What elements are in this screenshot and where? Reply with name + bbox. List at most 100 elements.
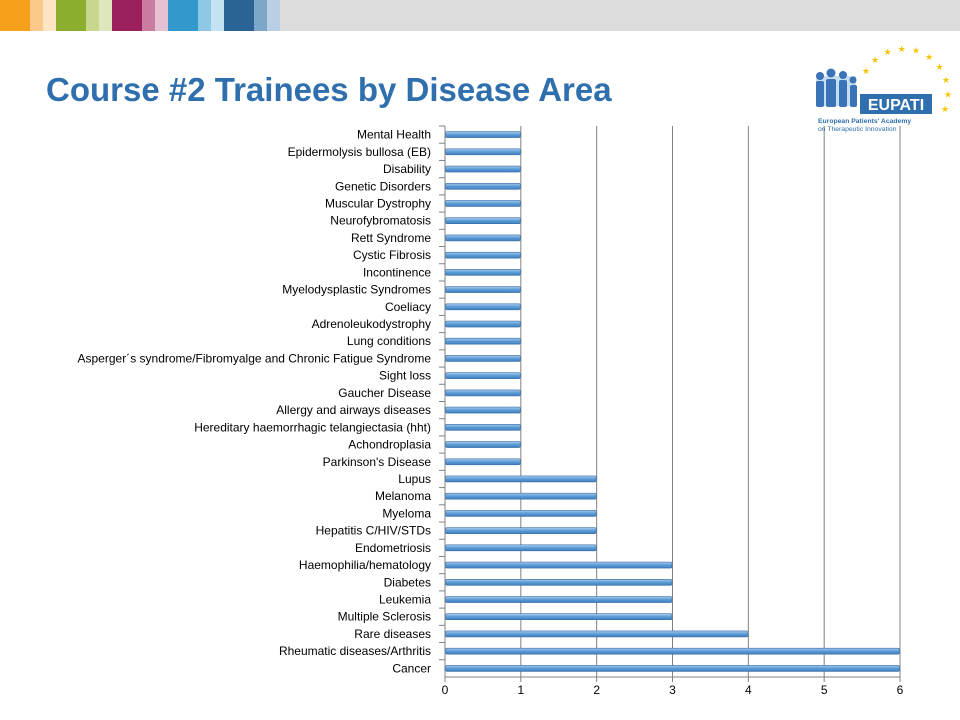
x-tick-label: 0 xyxy=(442,683,449,697)
category-label: Haemophilia/hematology xyxy=(299,558,431,572)
category-label: Melanoma xyxy=(375,489,431,503)
bar xyxy=(445,182,521,190)
strip-block xyxy=(0,0,30,31)
star-icon: ★ xyxy=(862,67,870,77)
category-label: Endometriosis xyxy=(355,541,431,555)
category-label: Achondroplasia xyxy=(348,438,431,452)
strip-block xyxy=(99,0,112,31)
category-label: Rett Syndrome xyxy=(351,231,431,245)
strip-block xyxy=(280,0,960,31)
star-icon: ★ xyxy=(941,105,949,115)
logo-wordmark: EUPATI xyxy=(868,97,924,114)
star-icon: ★ xyxy=(912,47,920,57)
bar xyxy=(445,200,521,207)
bar xyxy=(445,424,521,431)
bar xyxy=(445,269,521,276)
strip-block xyxy=(142,0,155,31)
category-label: Cancer xyxy=(392,661,431,675)
bar xyxy=(445,217,521,225)
x-tick-label: 3 xyxy=(669,683,676,697)
chart-tick-labels: 0 1 2 3 4 5 6 xyxy=(442,683,904,697)
logo-tagline-line2: on Therapeutic Innovation xyxy=(818,126,897,133)
category-label: Asperger´s syndrome/Fibromyalge and Chro… xyxy=(78,351,432,365)
bar xyxy=(445,406,521,414)
bar xyxy=(445,613,673,621)
category-label: Incontinence xyxy=(363,265,431,279)
star-icon: ★ xyxy=(898,45,906,55)
category-label: Mental Health xyxy=(357,128,431,142)
category-label: Cystic Fibrosis xyxy=(353,248,431,262)
category-label: Rare diseases xyxy=(354,627,431,641)
eupati-logo: ★★★ ★ ★★★★★★ EUPATI European Patients' Aca… xyxy=(816,45,952,133)
strip-block xyxy=(43,0,56,31)
x-tick-label: 4 xyxy=(745,683,752,697)
logo-stars: ★★★ ★ ★★★★★★ xyxy=(862,45,952,115)
category-label: Lupus xyxy=(398,472,431,486)
bar xyxy=(445,131,521,138)
bar xyxy=(445,234,521,242)
decorative-color-strip xyxy=(0,0,960,31)
star-icon: ★ xyxy=(942,76,950,86)
bar xyxy=(445,458,521,466)
strip-block xyxy=(211,0,224,31)
chart-gridlines xyxy=(520,126,901,677)
logo-people-figures-icon xyxy=(816,68,857,107)
category-label: Rheumatic diseases/Arthritis xyxy=(279,644,431,658)
category-label: Hepatitis C/HIV/STDs xyxy=(316,524,431,538)
bar xyxy=(445,596,673,603)
bar xyxy=(445,389,521,397)
strip-block xyxy=(198,0,211,31)
strip-block xyxy=(254,0,267,31)
category-label: Allergy and airways diseases xyxy=(276,403,431,417)
bar xyxy=(445,165,521,173)
bar xyxy=(445,578,673,586)
category-label: Lung conditions xyxy=(347,334,431,348)
bar xyxy=(445,337,521,345)
category-label: Multiple Sclerosis xyxy=(338,610,431,624)
bar xyxy=(445,286,521,293)
logo-tagline-line1: European Patients' Academy xyxy=(818,118,911,125)
bar xyxy=(445,630,749,638)
star-icon: ★ xyxy=(925,53,933,63)
strip-block xyxy=(86,0,99,31)
bar xyxy=(445,561,673,569)
x-tick-label: 5 xyxy=(821,683,828,697)
category-label: Epidermolysis bullosa (EB) xyxy=(288,145,431,159)
strip-block xyxy=(224,0,254,31)
bar xyxy=(445,148,521,156)
category-label: Muscular Dystrophy xyxy=(325,196,431,210)
bar xyxy=(445,475,597,483)
slide-title: Course #2 Trainees by Disease Area xyxy=(46,71,612,108)
bar xyxy=(445,527,597,534)
chart-bars xyxy=(445,131,900,672)
bar xyxy=(445,355,521,362)
bar xyxy=(445,372,521,379)
x-tick-label: 1 xyxy=(517,683,524,697)
x-tick-label: 6 xyxy=(897,683,904,697)
category-label: Adrenoleukodystrophy xyxy=(312,317,431,331)
strip-block xyxy=(30,0,43,31)
bar xyxy=(445,492,597,500)
bar xyxy=(445,303,521,311)
strip-block xyxy=(112,0,142,31)
category-label: Coeliacy xyxy=(385,300,431,314)
category-label: Parkinson's Disease xyxy=(323,455,432,469)
category-label: Leukemia xyxy=(379,593,431,607)
category-label: Hereditary haemorrhagic telangiectasia (… xyxy=(194,420,431,434)
star-icon: ★ xyxy=(936,63,944,73)
category-label: Neurofybromatosis xyxy=(330,214,431,228)
bar xyxy=(445,510,597,517)
bar xyxy=(445,320,521,328)
category-label: Diabetes xyxy=(384,575,431,589)
bar xyxy=(445,544,597,552)
category-label: Gaucher Disease xyxy=(338,386,431,400)
star-icon: ★ xyxy=(883,48,891,58)
x-tick-label: 2 xyxy=(593,683,600,697)
strip-block xyxy=(267,0,280,31)
bar xyxy=(445,647,900,655)
chart-category-labels: Mental Health Epidermolysis bullosa (EB) D… xyxy=(78,128,432,676)
chart-axes xyxy=(439,125,901,682)
logo-wordmark-box xyxy=(860,94,932,114)
star-icon: ★ xyxy=(871,56,879,66)
